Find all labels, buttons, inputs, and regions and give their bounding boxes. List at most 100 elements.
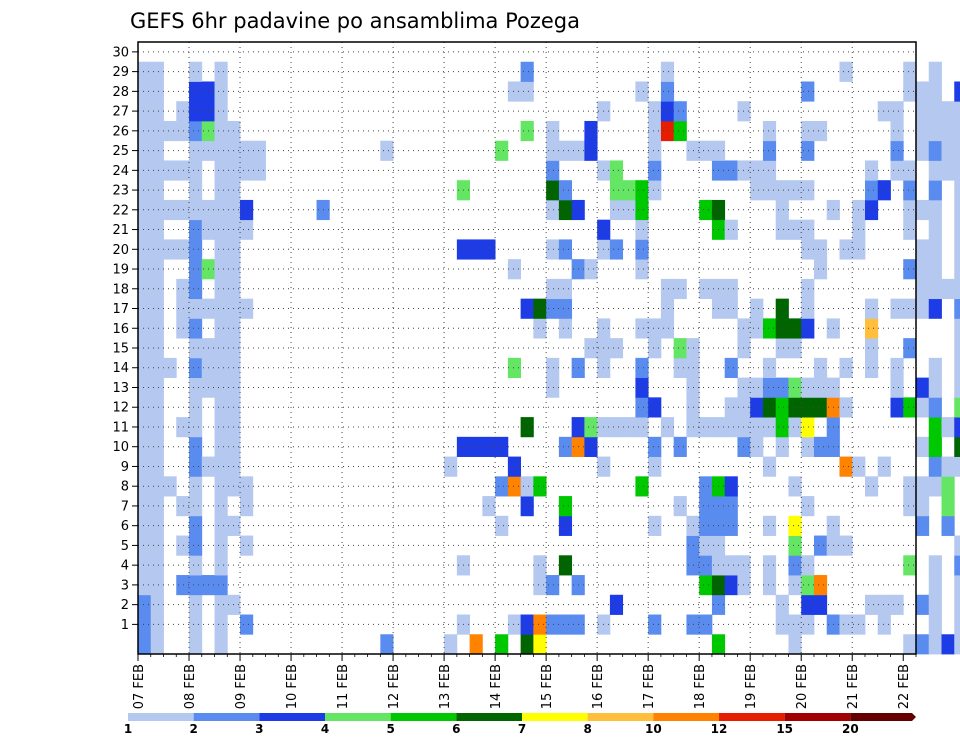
heatmap-cell xyxy=(954,219,960,240)
heatmap-cell xyxy=(138,496,152,517)
heatmap-cell xyxy=(941,120,955,142)
heatmap-cell xyxy=(214,496,228,517)
heatmap-cell xyxy=(724,515,738,536)
heatmap-cell xyxy=(189,120,203,142)
heatmap-cell xyxy=(380,634,394,655)
heatmap-cell xyxy=(176,160,190,181)
heatmap-cell xyxy=(214,357,228,379)
heatmap-cell xyxy=(801,594,815,615)
heatmap-cell xyxy=(788,575,802,596)
heatmap-cell xyxy=(495,634,509,655)
heatmap-cell xyxy=(150,259,164,280)
heatmap-cell xyxy=(558,239,573,260)
heatmap-cell xyxy=(189,535,203,556)
heatmap-cell xyxy=(648,614,662,635)
heatmap-cell xyxy=(737,338,751,359)
heatmap-cell xyxy=(954,456,960,477)
heatmap-cell xyxy=(928,140,942,161)
heatmap-cell xyxy=(813,120,828,142)
y-tick-label: 2 xyxy=(121,598,129,613)
heatmap-cell xyxy=(520,476,534,497)
heatmap-cell xyxy=(724,476,738,497)
heatmap-cell xyxy=(660,101,675,122)
heatmap-cell xyxy=(928,417,942,438)
heatmap-cell xyxy=(903,81,917,102)
heatmap-cell xyxy=(176,496,190,517)
heatmap-cell xyxy=(954,239,960,260)
heatmap-cell xyxy=(546,278,560,300)
heatmap-cell xyxy=(150,575,164,596)
heatmap-cell xyxy=(648,456,662,477)
heatmap-cell xyxy=(928,61,942,82)
heatmap-cell xyxy=(138,594,152,615)
heatmap-cell xyxy=(150,120,164,142)
heatmap-cell xyxy=(801,318,815,339)
heatmap-cell xyxy=(954,555,960,576)
heatmap-cell xyxy=(150,357,164,379)
heatmap-cell xyxy=(660,120,675,142)
heatmap-cell xyxy=(724,496,738,517)
heatmap-cell xyxy=(941,278,955,300)
heatmap-cell xyxy=(558,180,573,201)
heatmap-cell xyxy=(903,555,917,576)
heatmap-cell xyxy=(546,120,560,142)
y-tick-label: 12 xyxy=(112,401,129,416)
heatmap-cell xyxy=(138,535,152,556)
heatmap-cell xyxy=(533,555,547,576)
heatmap-cell xyxy=(954,338,960,359)
heatmap-cell xyxy=(469,436,483,457)
heatmap-cell xyxy=(138,259,152,280)
heatmap-cell xyxy=(762,357,777,379)
heatmap-cell xyxy=(813,259,828,280)
heatmap-cell xyxy=(150,535,164,556)
heatmap-cell xyxy=(788,515,802,536)
heatmap-cell xyxy=(724,298,738,319)
heatmap-cell xyxy=(737,397,751,418)
heatmap-cell xyxy=(813,594,828,615)
heatmap-cell xyxy=(916,278,930,300)
heatmap-cell xyxy=(163,199,177,221)
heatmap-cell xyxy=(699,535,713,556)
heatmap-cell xyxy=(941,140,955,161)
x-tick-label: 11 FEB xyxy=(336,664,351,709)
heatmap-cell xyxy=(890,160,904,181)
heatmap-cell xyxy=(558,614,573,635)
heatmap-cell xyxy=(189,417,203,438)
legend-swatch xyxy=(456,713,522,721)
heatmap-cell xyxy=(890,101,904,122)
heatmap-cell xyxy=(635,377,649,398)
x-tick-label: 18 FEB xyxy=(693,664,708,709)
heatmap-cell xyxy=(240,496,254,517)
legend-label: 1 xyxy=(124,722,132,736)
heatmap-cell xyxy=(150,160,164,181)
heatmap-cell xyxy=(150,219,164,240)
heatmap-cell xyxy=(954,594,960,615)
heatmap-cell xyxy=(903,219,917,240)
heatmap-cell xyxy=(252,160,266,181)
heatmap-cell xyxy=(877,456,891,477)
heatmap-cell xyxy=(813,239,828,260)
heatmap-cell xyxy=(138,357,152,379)
legend-swatch xyxy=(128,713,194,721)
heatmap-cell xyxy=(928,199,942,221)
heatmap-cell xyxy=(724,160,738,181)
heatmap-cell xyxy=(240,614,254,635)
heatmap-cell xyxy=(214,614,228,635)
y-tick-label: 29 xyxy=(112,65,129,80)
heatmap-cell xyxy=(788,614,802,635)
heatmap-cell xyxy=(864,357,879,379)
heatmap-cell xyxy=(954,634,960,655)
heatmap-cell xyxy=(903,180,917,201)
x-tick-label: 21 FEB xyxy=(846,664,861,709)
heatmap-cell xyxy=(711,634,726,655)
heatmap-cell xyxy=(189,101,203,122)
heatmap-cell xyxy=(507,614,522,635)
heatmap-cell xyxy=(150,555,164,576)
heatmap-cell xyxy=(775,338,789,359)
heatmap-cell xyxy=(240,160,254,181)
heatmap-cell xyxy=(520,496,534,517)
heatmap-cell xyxy=(176,535,190,556)
heatmap-cell xyxy=(214,101,228,122)
heatmap-cell xyxy=(150,436,164,457)
heatmap-cell xyxy=(635,199,649,221)
